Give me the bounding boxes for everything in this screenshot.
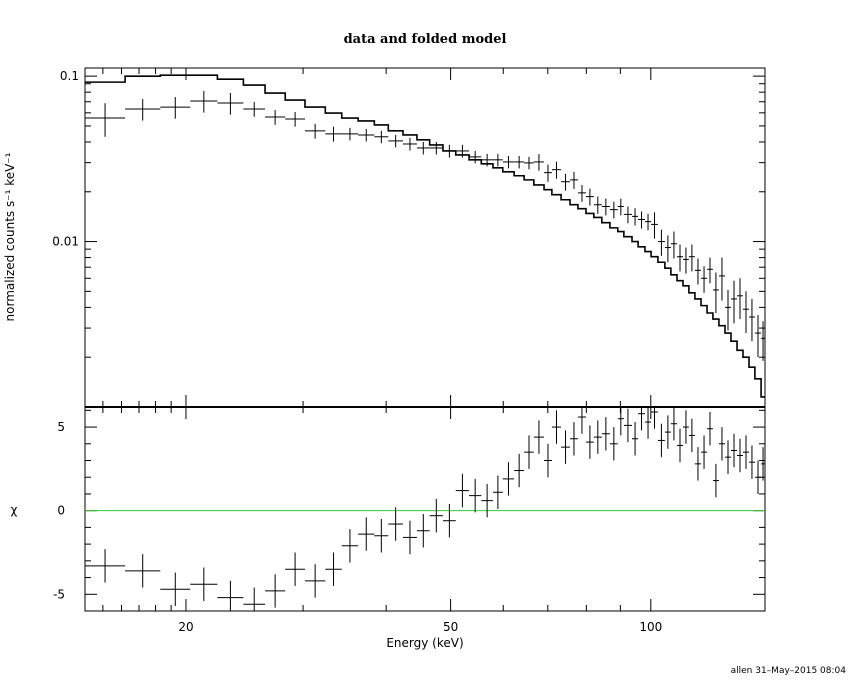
chart-title: data and folded model bbox=[344, 32, 507, 47]
y-tick-label: 0.1 bbox=[60, 69, 79, 83]
top-frame bbox=[84, 67, 766, 408]
x-tick-label: 20 bbox=[178, 620, 193, 634]
y-tick-label: -5 bbox=[53, 587, 65, 601]
y-tick-label: 0 bbox=[57, 504, 65, 518]
x-tick-label: 100 bbox=[639, 620, 662, 634]
y-axis-label: normalized counts s⁻¹ keV⁻¹ bbox=[3, 152, 17, 321]
residual-axis-label: χ bbox=[11, 503, 18, 517]
bottom-plot bbox=[85, 407, 765, 611]
x-axis-label: Energy (keV) bbox=[386, 636, 463, 650]
top-plot bbox=[85, 74, 765, 398]
bottom-frame bbox=[84, 406, 766, 612]
y-tick-label: 5 bbox=[57, 420, 65, 434]
footer: allen 31–May–2015 08:04 bbox=[731, 666, 847, 676]
y-tick-label: 0.01 bbox=[52, 235, 79, 249]
x-tick-label: 50 bbox=[443, 620, 458, 634]
model-line bbox=[85, 74, 765, 398]
